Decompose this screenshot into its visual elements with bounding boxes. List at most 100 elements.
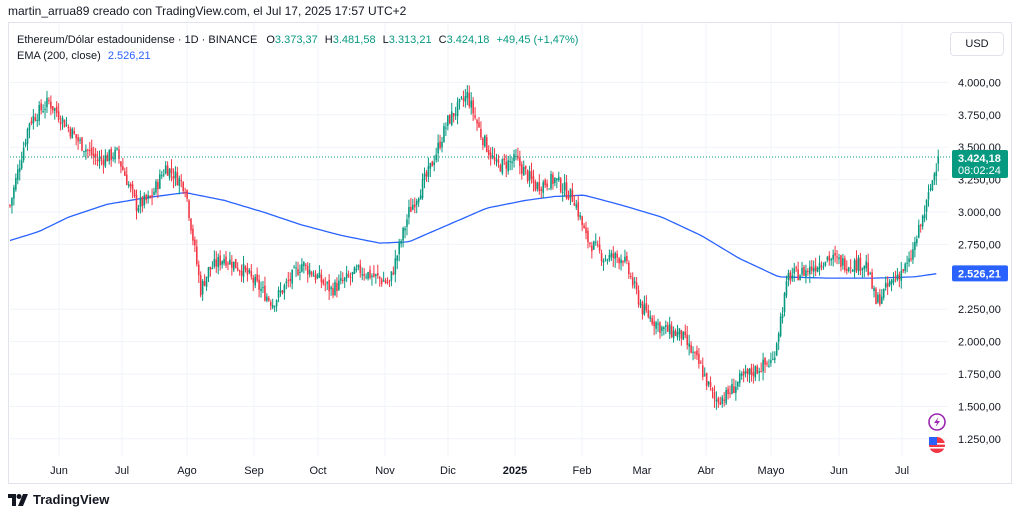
us-flag-icon[interactable] [929,437,945,453]
candle-body [869,272,871,274]
candle-body [439,141,441,148]
candle-body [600,253,603,262]
candle-body [458,98,461,102]
candle-body [633,281,636,284]
tradingview-logo[interactable]: TradingView [8,492,109,507]
currency-button[interactable]: USD [950,32,1004,56]
candle-body [452,113,455,117]
candle-body [487,149,490,155]
symbol-name[interactable]: Ethereum/Dólar estadounidense · 1D · BIN… [17,34,258,46]
candle-body [96,159,99,162]
candle-body [20,160,23,169]
candle-body [770,360,772,363]
candle-body [826,257,829,260]
grid-lines [10,23,948,456]
candle-body [937,157,940,164]
candle-body [616,253,618,258]
candle-body [232,261,235,271]
candle-body [824,262,827,266]
candle-body [491,155,494,158]
candle-body [120,161,122,167]
candle-body [141,197,144,206]
candle-body [24,142,27,146]
ema-label[interactable]: EMA (200, close) [17,50,101,62]
bar-countdown: 08:02:24 [958,165,1001,177]
candle-body [495,160,498,162]
candle-body [618,258,620,264]
candle-body [499,165,502,172]
candle-body [423,174,426,180]
candle-body [503,158,506,161]
candle-body [764,358,766,365]
candle-body [719,402,722,405]
price-tick-label: 1.500,00 [958,401,1001,413]
candle-body [88,150,91,152]
candle-body [98,157,101,162]
candle-body [159,174,161,189]
candle-body [22,147,25,161]
chart-frame [8,22,1012,484]
candle-body [807,270,809,272]
candle-body [602,260,605,263]
candle-body [916,239,918,244]
candle-body [164,165,167,174]
candle-body [55,106,58,113]
candle-body [830,258,833,261]
candle-body [497,158,500,164]
candle-body [803,266,805,276]
candle-body [665,325,667,327]
candle-body [692,351,694,353]
candle-body [412,204,414,210]
candle-body [100,157,103,159]
candle-body [114,149,116,160]
candle-body [314,273,317,280]
candle-body [501,159,504,174]
candle-body [933,173,936,181]
candle-body [738,373,741,384]
candle-body [87,149,89,151]
candle-body [587,230,589,243]
candle-body [236,267,239,271]
candle-body [252,277,255,283]
candle-body [363,274,365,276]
lightning-icon[interactable] [928,413,946,431]
candle-body [215,259,218,267]
candle-body [34,117,37,121]
candle-body [322,280,325,284]
candle-body [882,288,885,298]
candle-body [437,142,439,154]
candle-body [402,227,404,241]
candle-body [686,334,689,345]
candle-body [367,272,369,279]
candle-body [250,271,253,277]
candle-body [400,241,402,244]
candle-body [914,241,916,250]
candle-body [832,254,834,260]
candle-body [281,290,284,294]
candle-body [254,276,256,286]
candle-body [645,303,648,311]
candle-body [48,100,50,102]
candle-body [775,343,778,356]
candle-body [223,259,225,264]
ema-200-path [9,191,937,279]
candle-body [180,180,183,182]
candle-body [351,272,354,275]
candle-body [59,121,62,125]
candle-body [258,279,260,290]
ema-value-tag: 2.526,21 [952,265,1008,282]
candle-body [94,153,97,158]
candle-body [384,280,387,283]
candle-body [653,321,655,327]
candle-body [894,277,897,279]
candle-body [44,109,46,111]
candle-body [659,322,661,334]
candle-body [390,271,393,281]
candle-body [524,165,527,169]
candle-body [454,114,457,116]
candle-body [561,191,564,193]
candle-body [700,362,702,364]
candle-body [50,101,52,109]
chart-caption: martin_arrua89 creado con TradingView.co… [8,4,407,18]
